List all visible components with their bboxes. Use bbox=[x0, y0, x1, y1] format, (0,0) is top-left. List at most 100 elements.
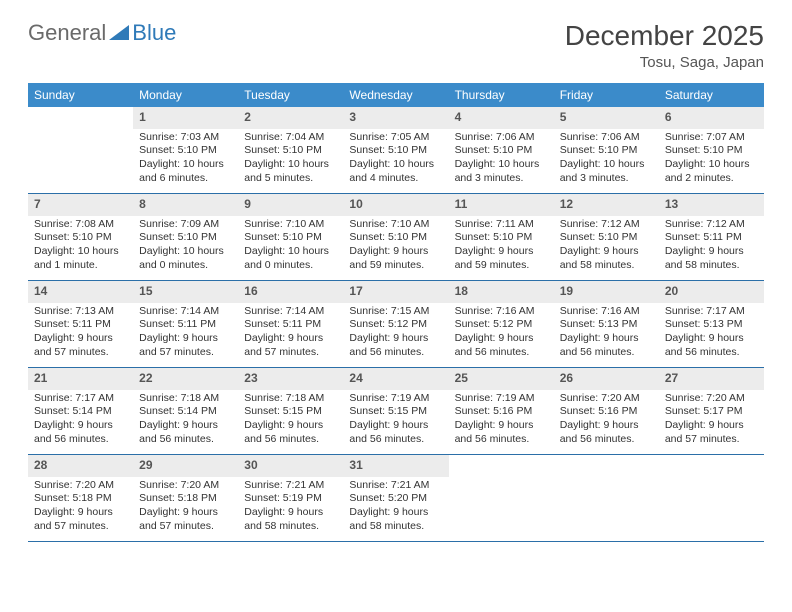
day-info: Sunrise: 7:21 AMSunset: 5:20 PMDaylight:… bbox=[343, 477, 448, 538]
day-number: 28 bbox=[28, 455, 133, 477]
weeks-container: 1Sunrise: 7:03 AMSunset: 5:10 PMDaylight… bbox=[28, 107, 764, 542]
day-number: 22 bbox=[133, 368, 238, 390]
title-block: December 2025 Tosu, Saga, Japan bbox=[565, 20, 764, 71]
day-number: 30 bbox=[238, 455, 343, 477]
sunrise-text: Sunrise: 7:12 AM bbox=[560, 218, 653, 232]
daylight-text: Daylight: 10 hours and 6 minutes. bbox=[139, 158, 232, 185]
daylight-text: Daylight: 9 hours and 56 minutes. bbox=[455, 332, 548, 359]
dow-tuesday: Tuesday bbox=[238, 83, 343, 107]
sunrise-text: Sunrise: 7:18 AM bbox=[139, 392, 232, 406]
week-row: 14Sunrise: 7:13 AMSunset: 5:11 PMDayligh… bbox=[28, 281, 764, 368]
sunset-text: Sunset: 5:10 PM bbox=[139, 144, 232, 158]
sunrise-text: Sunrise: 7:07 AM bbox=[665, 131, 758, 145]
sunset-text: Sunset: 5:14 PM bbox=[139, 405, 232, 419]
sunset-text: Sunset: 5:10 PM bbox=[560, 144, 653, 158]
day-info: Sunrise: 7:11 AMSunset: 5:10 PMDaylight:… bbox=[449, 216, 554, 277]
sunrise-text: Sunrise: 7:12 AM bbox=[665, 218, 758, 232]
sunset-text: Sunset: 5:12 PM bbox=[455, 318, 548, 332]
daylight-text: Daylight: 9 hours and 56 minutes. bbox=[34, 419, 127, 446]
day-info: Sunrise: 7:15 AMSunset: 5:12 PMDaylight:… bbox=[343, 303, 448, 364]
day-cell: 24Sunrise: 7:19 AMSunset: 5:15 PMDayligh… bbox=[343, 368, 448, 454]
sunset-text: Sunset: 5:10 PM bbox=[244, 231, 337, 245]
day-cell: 11Sunrise: 7:11 AMSunset: 5:10 PMDayligh… bbox=[449, 194, 554, 280]
daylight-text: Daylight: 9 hours and 57 minutes. bbox=[34, 332, 127, 359]
day-number: 17 bbox=[343, 281, 448, 303]
day-info: Sunrise: 7:17 AMSunset: 5:13 PMDaylight:… bbox=[659, 303, 764, 364]
day-info: Sunrise: 7:09 AMSunset: 5:10 PMDaylight:… bbox=[133, 216, 238, 277]
daylight-text: Daylight: 10 hours and 0 minutes. bbox=[244, 245, 337, 272]
sunrise-text: Sunrise: 7:10 AM bbox=[244, 218, 337, 232]
daylight-text: Daylight: 9 hours and 56 minutes. bbox=[560, 419, 653, 446]
daylight-text: Daylight: 9 hours and 56 minutes. bbox=[665, 332, 758, 359]
sunset-text: Sunset: 5:19 PM bbox=[244, 492, 337, 506]
day-info: Sunrise: 7:21 AMSunset: 5:19 PMDaylight:… bbox=[238, 477, 343, 538]
day-number: 11 bbox=[449, 194, 554, 216]
sunrise-text: Sunrise: 7:20 AM bbox=[139, 479, 232, 493]
day-cell: 27Sunrise: 7:20 AMSunset: 5:17 PMDayligh… bbox=[659, 368, 764, 454]
day-info: Sunrise: 7:12 AMSunset: 5:10 PMDaylight:… bbox=[554, 216, 659, 277]
day-number: 21 bbox=[28, 368, 133, 390]
day-info: Sunrise: 7:14 AMSunset: 5:11 PMDaylight:… bbox=[238, 303, 343, 364]
calendar-grid: Sunday Monday Tuesday Wednesday Thursday… bbox=[28, 83, 764, 542]
day-info: Sunrise: 7:20 AMSunset: 5:18 PMDaylight:… bbox=[28, 477, 133, 538]
daylight-text: Daylight: 9 hours and 57 minutes. bbox=[139, 332, 232, 359]
day-cell: 5Sunrise: 7:06 AMSunset: 5:10 PMDaylight… bbox=[554, 107, 659, 193]
day-info: Sunrise: 7:05 AMSunset: 5:10 PMDaylight:… bbox=[343, 129, 448, 190]
day-info: Sunrise: 7:20 AMSunset: 5:16 PMDaylight:… bbox=[554, 390, 659, 451]
day-number: 10 bbox=[343, 194, 448, 216]
day-info: Sunrise: 7:10 AMSunset: 5:10 PMDaylight:… bbox=[343, 216, 448, 277]
sunrise-text: Sunrise: 7:19 AM bbox=[455, 392, 548, 406]
dow-saturday: Saturday bbox=[659, 83, 764, 107]
sunrise-text: Sunrise: 7:03 AM bbox=[139, 131, 232, 145]
sunset-text: Sunset: 5:11 PM bbox=[139, 318, 232, 332]
day-info: Sunrise: 7:08 AMSunset: 5:10 PMDaylight:… bbox=[28, 216, 133, 277]
title-month: December 2025 bbox=[565, 20, 764, 52]
day-number: 23 bbox=[238, 368, 343, 390]
sunrise-text: Sunrise: 7:15 AM bbox=[349, 305, 442, 319]
daylight-text: Daylight: 10 hours and 4 minutes. bbox=[349, 158, 442, 185]
dow-thursday: Thursday bbox=[449, 83, 554, 107]
day-number: 31 bbox=[343, 455, 448, 477]
week-row: 21 Sunrise: 7:17 AM Sunset: 5:14 PM Dayligh… bbox=[28, 368, 764, 455]
day-number: 16 bbox=[238, 281, 343, 303]
day-cell: 22Sunrise: 7:18 AMSunset: 5:14 PMDayligh… bbox=[133, 368, 238, 454]
page-header: General Blue December 2025 Tosu, Saga, J… bbox=[28, 20, 764, 71]
day-number: 27 bbox=[659, 368, 764, 390]
day-cell: 14Sunrise: 7:13 AMSunset: 5:11 PMDayligh… bbox=[28, 281, 133, 367]
sunrise-text: Sunrise: 7:20 AM bbox=[665, 392, 758, 406]
daylight-text: Daylight: 9 hours and 56 minutes. bbox=[349, 332, 442, 359]
daylight-text: Daylight: 9 hours and 56 minutes. bbox=[455, 419, 548, 446]
day-number: 1 bbox=[133, 107, 238, 129]
calendar-page: General Blue December 2025 Tosu, Saga, J… bbox=[0, 0, 792, 562]
day-cell bbox=[449, 455, 554, 541]
day-cell: 13Sunrise: 7:12 AMSunset: 5:11 PMDayligh… bbox=[659, 194, 764, 280]
day-number: 9 bbox=[238, 194, 343, 216]
day-cell: 16Sunrise: 7:14 AMSunset: 5:11 PMDayligh… bbox=[238, 281, 343, 367]
sunset-text: Sunset: 5:10 PM bbox=[455, 144, 548, 158]
week-row: 1Sunrise: 7:03 AMSunset: 5:10 PMDaylight… bbox=[28, 107, 764, 194]
day-cell: 15Sunrise: 7:14 AMSunset: 5:11 PMDayligh… bbox=[133, 281, 238, 367]
week-row: 28Sunrise: 7:20 AMSunset: 5:18 PMDayligh… bbox=[28, 455, 764, 542]
sunset-text: Sunset: 5:16 PM bbox=[455, 405, 548, 419]
day-number: 2 bbox=[238, 107, 343, 129]
daylight-text: Daylight: 10 hours and 1 minute. bbox=[34, 245, 127, 272]
sunrise-text: Sunrise: 7:06 AM bbox=[560, 131, 653, 145]
title-location: Tosu, Saga, Japan bbox=[565, 54, 764, 71]
day-cell bbox=[554, 455, 659, 541]
dow-wednesday: Wednesday bbox=[343, 83, 448, 107]
sunset-text: Sunset: 5:10 PM bbox=[349, 231, 442, 245]
sunset-text: Sunset: 5:10 PM bbox=[244, 144, 337, 158]
daylight-text: Daylight: 9 hours and 58 minutes. bbox=[244, 506, 337, 533]
sunrise-text: Sunrise: 7:17 AM bbox=[665, 305, 758, 319]
sunset-text: Sunset: 5:11 PM bbox=[34, 318, 127, 332]
sunset-text: Sunset: 5:10 PM bbox=[665, 144, 758, 158]
sunrise-text: Sunrise: 7:21 AM bbox=[244, 479, 337, 493]
day-cell: 29Sunrise: 7:20 AMSunset: 5:18 PMDayligh… bbox=[133, 455, 238, 541]
day-info: Sunrise: 7:13 AMSunset: 5:11 PMDaylight:… bbox=[28, 303, 133, 364]
daylight-text: Daylight: 9 hours and 56 minutes. bbox=[560, 332, 653, 359]
sunrise-text: Sunrise: 7:19 AM bbox=[349, 392, 442, 406]
daylight-text: Daylight: 9 hours and 59 minutes. bbox=[455, 245, 548, 272]
sunrise-text: Sunrise: 7:17 AM bbox=[34, 392, 127, 406]
day-number: 6 bbox=[659, 107, 764, 129]
day-number: 7 bbox=[28, 194, 133, 216]
